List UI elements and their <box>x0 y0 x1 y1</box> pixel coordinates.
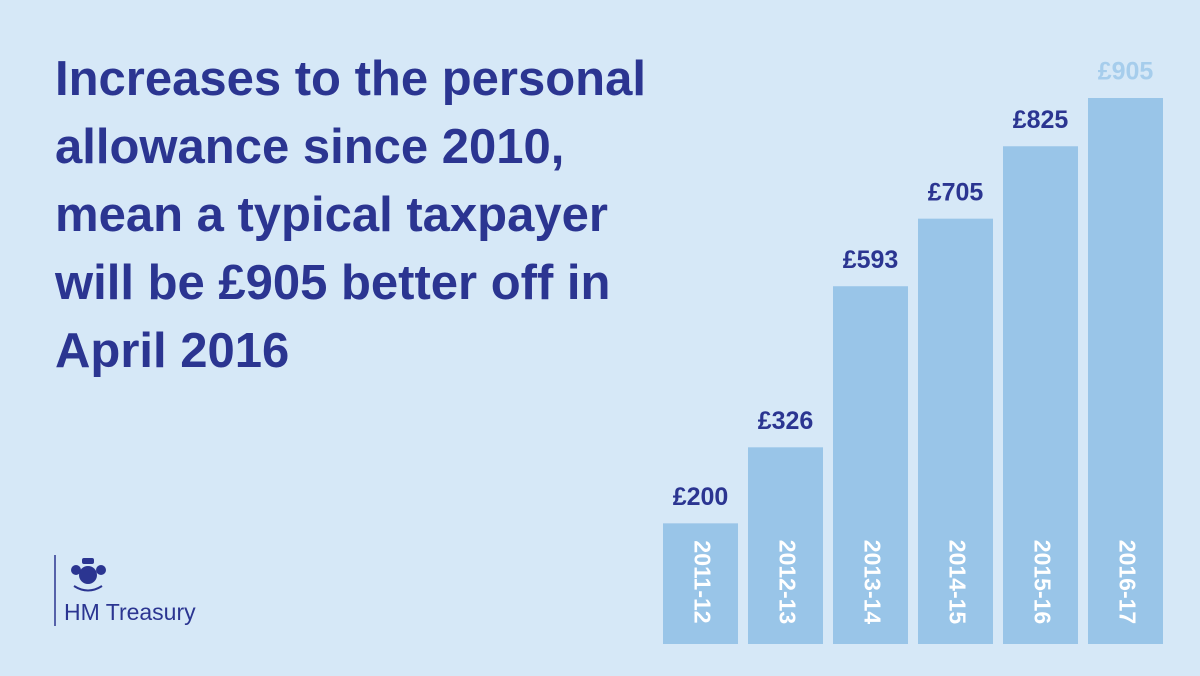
value-label: £825 <box>1013 106 1069 134</box>
category-label: 2012-13 <box>774 540 800 624</box>
title-line: allowance since 2010, <box>55 120 564 174</box>
title-block: Increases to the personal allowance since… <box>54 52 646 378</box>
value-label: £705 <box>928 178 984 206</box>
category-label: 2013-14 <box>859 540 885 625</box>
value-label: £326 <box>758 407 814 435</box>
title-line: Increases to the personal <box>55 52 646 106</box>
title-line: April 2016 <box>55 324 289 378</box>
title-line: will be £905 better off in <box>54 256 610 310</box>
crest <box>71 558 106 592</box>
bar <box>1003 146 1078 644</box>
bar <box>1088 98 1163 644</box>
value-label: £593 <box>843 246 899 274</box>
bars: £200 2011-12 £326 2012-13 £593 2013-14 £705 201… <box>663 58 1163 645</box>
value-label: £905 <box>1098 58 1154 86</box>
category-label: 2016-17 <box>1114 540 1140 624</box>
bar <box>918 218 993 645</box>
category-label: 2014-15 <box>944 540 970 625</box>
bar <box>748 447 823 644</box>
value-label: £200 <box>673 483 729 511</box>
category-label: 2011-12 <box>689 540 715 623</box>
bar <box>833 286 908 644</box>
bar <box>663 523 738 644</box>
logo-text: HM Treasury <box>64 599 196 625</box>
category-label: 2015-16 <box>1029 540 1055 624</box>
title-line: mean a typical taxpayer <box>55 188 608 242</box>
